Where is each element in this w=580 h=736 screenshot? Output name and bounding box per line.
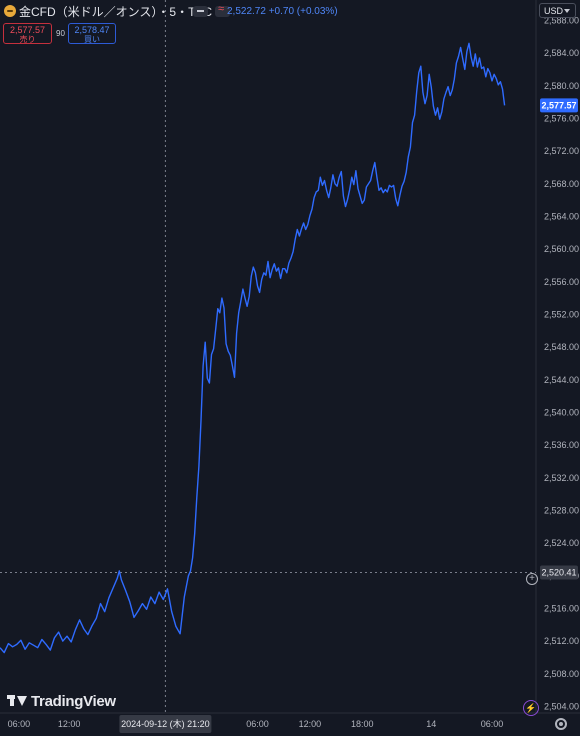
buy-label: 買い	[84, 35, 100, 44]
y-tick-label: 2,580.00	[544, 81, 579, 91]
spread-value: 90	[56, 29, 65, 38]
plus-circle-icon[interactable]: +	[526, 573, 538, 585]
crosshair-price-label: 2,520.41	[541, 567, 576, 577]
collapse-icon[interactable]	[193, 6, 208, 17]
y-tick-label: 2,504.00	[544, 701, 579, 711]
x-tick-label: 06:00	[8, 719, 31, 729]
y-tick-label: 2,556.00	[544, 277, 579, 287]
chart-header: 金CFD（米ドル／オンス）・5・TVC 2,522.72 +0.70 (+0.0…	[0, 0, 580, 48]
gear-icon[interactable]	[555, 718, 567, 730]
last-price-badge	[540, 98, 578, 113]
buy-value: 2,578.47	[74, 25, 110, 35]
y-tick-label: 2,528.00	[544, 505, 579, 515]
y-tick-label: 2,536.00	[544, 440, 579, 450]
y-tick-label: 2,532.00	[544, 473, 579, 483]
y-tick-label: 2,560.00	[544, 244, 579, 254]
x-tick-label: 06:00	[481, 719, 504, 729]
x-tick-label: 14	[426, 719, 436, 729]
tradingview-logo[interactable]: TradingView	[7, 693, 116, 710]
last-quote: 2,522.72 +0.70 (+0.03%)	[227, 6, 338, 17]
y-tick-label: 2,512.00	[544, 636, 579, 646]
x-tick-label: 06:00	[246, 719, 269, 729]
tradingview-logo-mark	[7, 695, 29, 707]
x-tick-label: 12:00	[299, 719, 322, 729]
crosshair-price-badge	[540, 565, 578, 580]
sell-value: 2,577.57	[9, 25, 46, 35]
currency-select[interactable]: USD	[539, 3, 576, 18]
y-tick-label: 2,568.00	[544, 179, 579, 189]
x-tick-label: 12:00	[58, 719, 81, 729]
last-price-label: 2,577.57	[541, 100, 576, 110]
y-tick-label: 2,584.00	[544, 48, 579, 58]
y-tick-label: 2,540.00	[544, 407, 579, 417]
crosshair-time-label: 2024-09-12 (木) 21:20	[121, 718, 210, 729]
price-series-line	[0, 42, 506, 654]
y-tick-label: 2,572.00	[544, 146, 579, 156]
y-tick-label: 2,588.00	[544, 15, 579, 25]
data-status-icon[interactable]	[215, 3, 230, 17]
y-tick-label: 2,544.00	[544, 375, 579, 385]
x-tick-label: 18:00	[351, 719, 374, 729]
sell-label: 売り	[19, 35, 36, 44]
y-tick-label: 2,564.00	[544, 211, 579, 221]
y-tick-label: 2,516.00	[544, 603, 579, 613]
crosshair-time-badge	[119, 715, 212, 733]
y-tick-label: 2,508.00	[544, 669, 579, 679]
y-tick-label: 2,552.00	[544, 309, 579, 319]
brand-name: TradingView	[31, 693, 116, 710]
y-tick-label: 2,548.00	[544, 342, 579, 352]
sell-button[interactable]: 2,577.57 売り	[3, 23, 52, 44]
lightning-icon[interactable]: ⚡	[523, 700, 539, 716]
gold-coin-icon	[4, 5, 16, 17]
y-tick-label: 2,576.00	[544, 113, 579, 123]
y-tick-label: 2,524.00	[544, 538, 579, 548]
symbol-name[interactable]: 金CFD（米ドル／オンス）・5・TVC	[19, 5, 213, 19]
buy-button[interactable]: 2,578.47 買い	[68, 23, 116, 44]
